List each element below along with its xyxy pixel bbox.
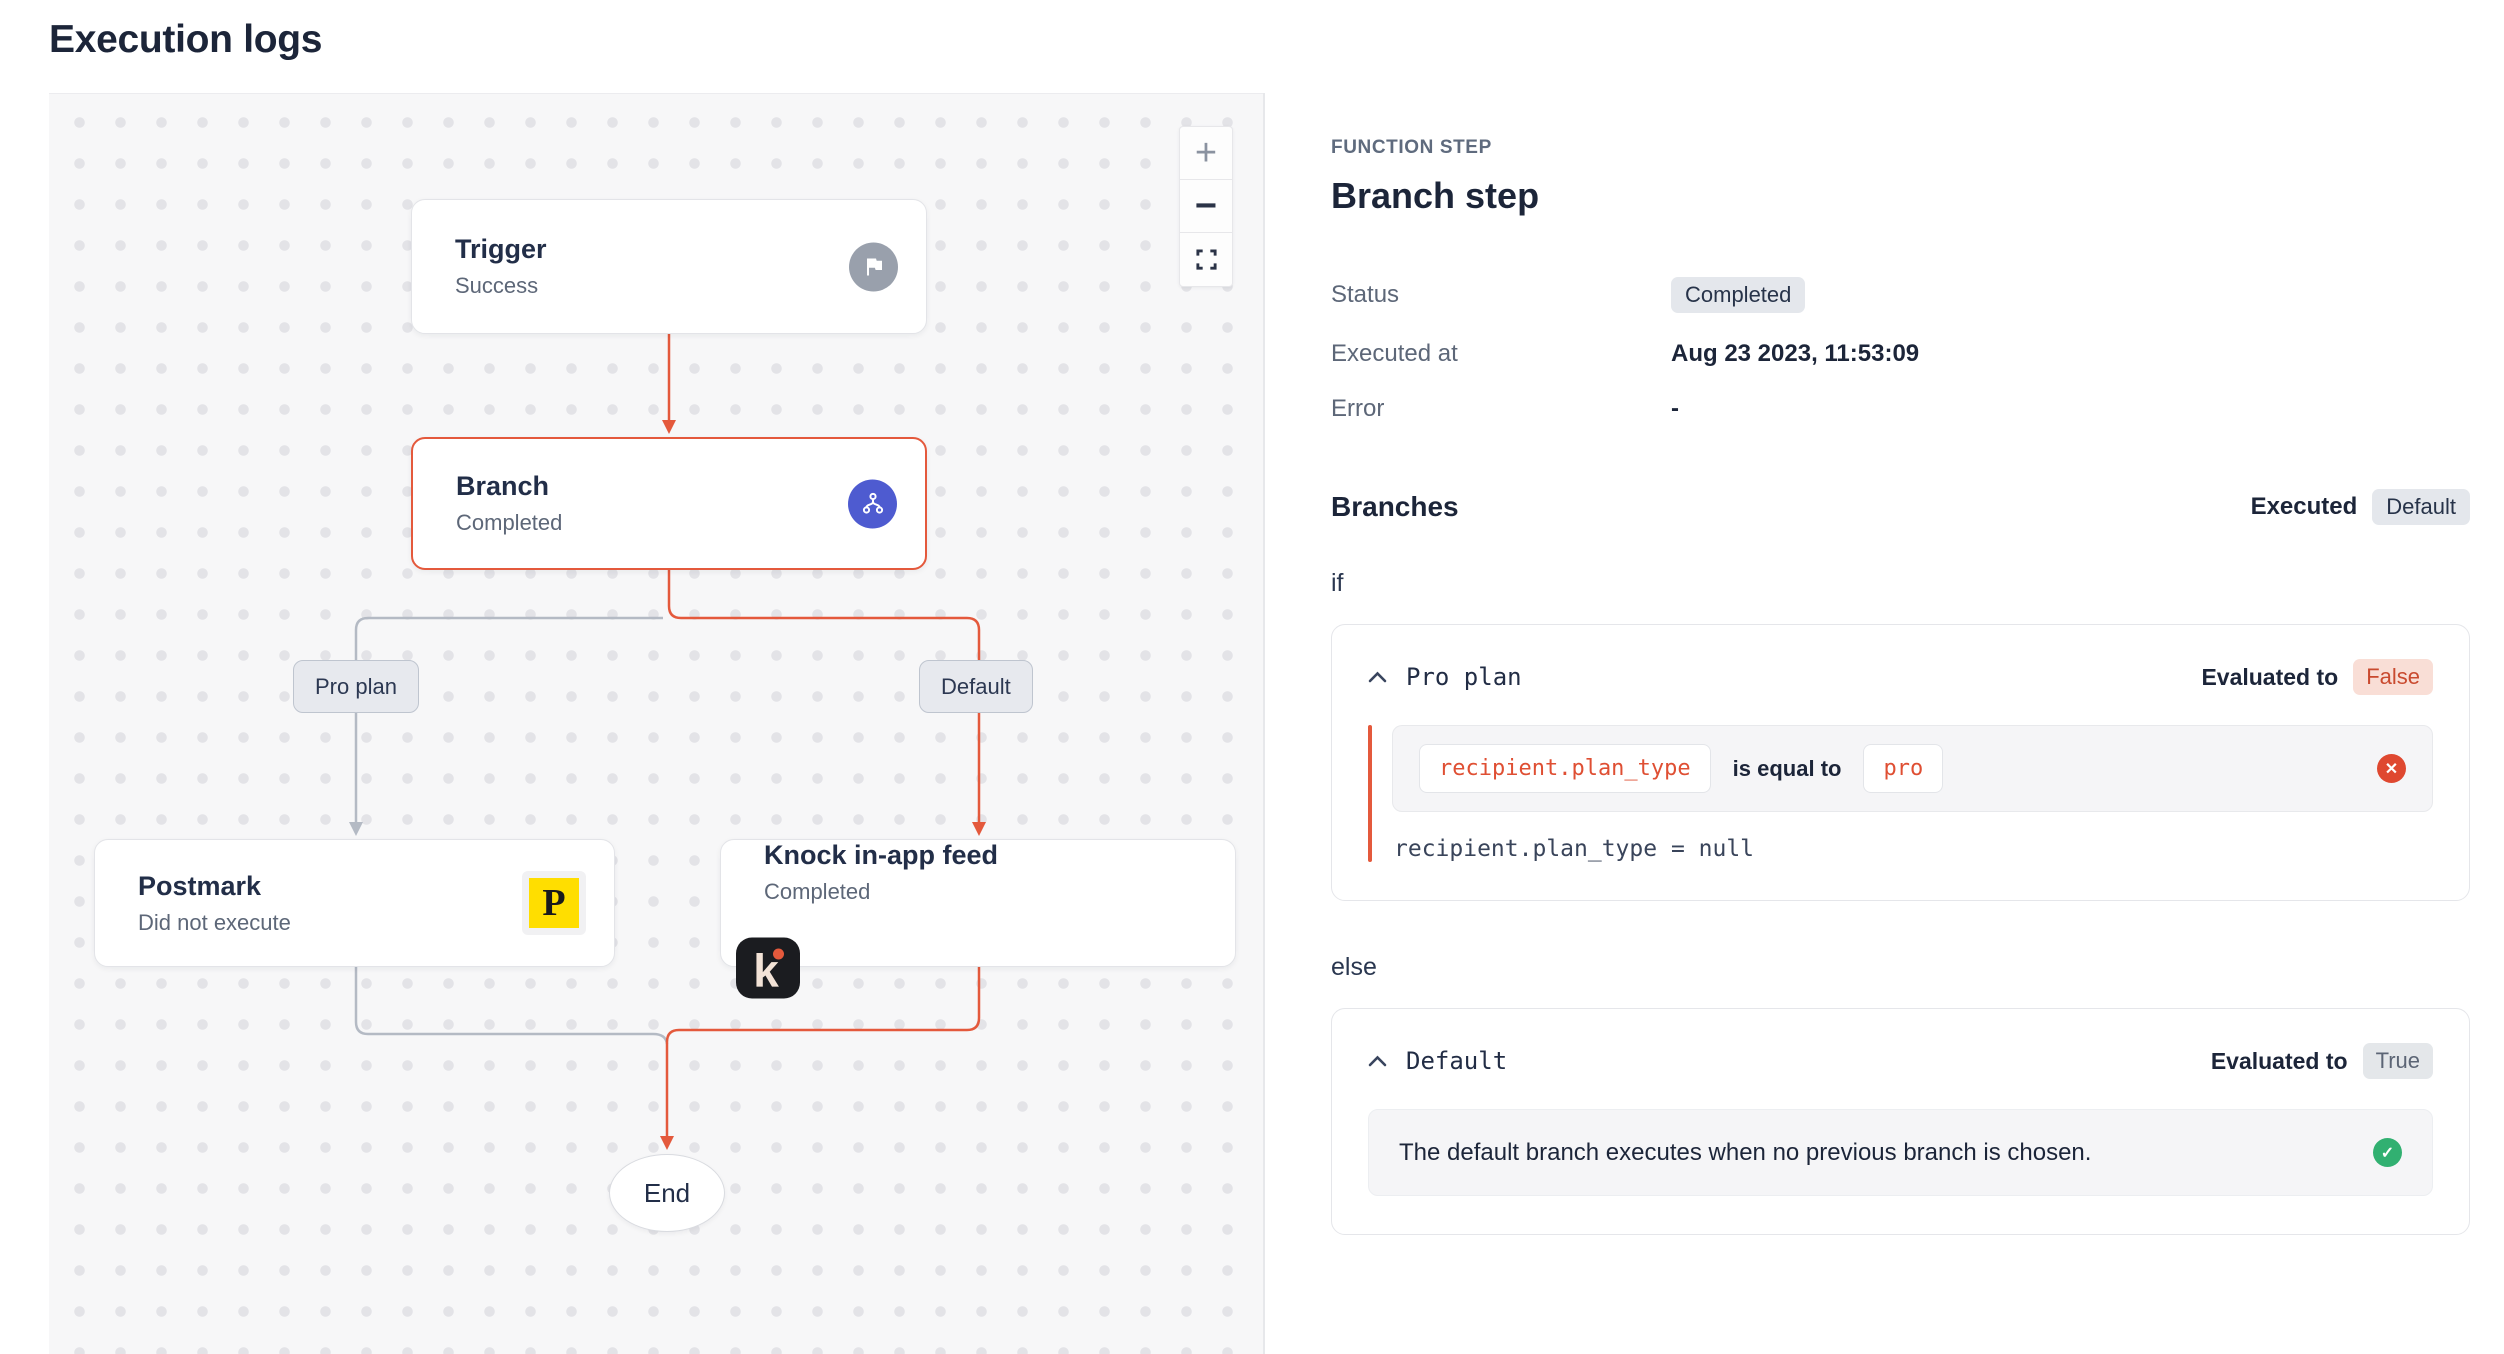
postmark-logo: P: [522, 871, 586, 935]
executed-at-label: Executed at: [1331, 340, 1458, 367]
if-branch-header[interactable]: Pro plan Evaluated to False: [1368, 659, 2433, 695]
branch-name: Default: [1406, 1047, 1508, 1075]
zoom-in-icon: +: [1194, 131, 1218, 174]
status-badge: Completed: [1671, 277, 1806, 313]
details-panel: FUNCTION STEP Branch step Status Complet…: [1263, 93, 2504, 1354]
node-status: Success: [455, 273, 539, 298]
error-value: -: [1671, 395, 1679, 422]
node-title: Postmark: [138, 870, 262, 901]
node-title: Knock in-app feed: [764, 840, 999, 870]
fit-view-button[interactable]: [1180, 233, 1232, 286]
evaluated-to-label: Evaluated to: [2210, 1047, 2348, 1074]
error-label: Error: [1331, 395, 1385, 422]
branches-heading: Branches: [1331, 491, 1459, 522]
panel-title: Branch step: [1331, 175, 1540, 216]
else-branch-header[interactable]: Default Evaluated to True: [1368, 1043, 2433, 1079]
fit-view-icon: [1195, 249, 1217, 270]
zoom-in-button[interactable]: +: [1180, 127, 1232, 180]
else-branch-card: Default Evaluated to True The default br…: [1331, 1008, 2470, 1235]
condition-variable-pill: recipient.plan_type: [1419, 744, 1711, 793]
evaluated-false-badge: False: [2353, 659, 2433, 695]
branch-name: Pro plan: [1406, 663, 1522, 691]
failed-branch-bar: [1368, 725, 1372, 862]
node-status: Completed: [456, 510, 563, 535]
edge-label-default: Default: [919, 660, 1033, 713]
status-label: Status: [1331, 281, 1400, 308]
executed-indicator: Executed Default: [2251, 489, 2470, 525]
default-branch-note: The default branch executes when no prev…: [1368, 1109, 2433, 1196]
evaluated-true-badge: True: [2362, 1043, 2433, 1079]
workflow-canvas[interactable]: Trigger Success Branch Completed Pro pla…: [49, 93, 1263, 1354]
step-fields: Status Completed Executed at Aug 23 2023…: [1331, 277, 2470, 423]
postmark-node[interactable]: Postmark Did not execute P: [94, 839, 615, 967]
node-title: Branch: [456, 471, 550, 501]
condition-value-pill: pro: [1863, 744, 1944, 793]
status-row: Status Completed: [1331, 277, 2470, 313]
trigger-node[interactable]: Trigger Success: [411, 199, 927, 334]
default-note-text: The default branch executes when no prev…: [1399, 1138, 2092, 1166]
zoom-out-icon: −: [1194, 184, 1218, 227]
if-label: if: [1331, 569, 1344, 597]
condition-debug-output: recipient.plan_type = null: [1394, 836, 1755, 862]
executed-branch-badge: Default: [2372, 489, 2470, 525]
chevron-up-icon: [1368, 671, 1387, 683]
function-step-eyebrow: FUNCTION STEP: [1331, 137, 1492, 158]
branches-header: Branches Executed Default: [1331, 489, 2470, 525]
branch-node[interactable]: Branch Completed: [411, 437, 927, 570]
zoom-out-button[interactable]: −: [1180, 180, 1232, 233]
executed-at-row: Executed at Aug 23 2023, 11:53:09: [1331, 340, 2470, 368]
chevron-up-icon: [1368, 1055, 1387, 1067]
node-status: Completed: [764, 879, 871, 904]
node-title: Trigger: [455, 234, 547, 264]
condition-operator: is equal to: [1732, 755, 1842, 781]
evaluated-to-label: Evaluated to: [2201, 663, 2339, 690]
condition-fail-icon: ✕: [2377, 754, 2406, 783]
if-branch-card: Pro plan Evaluated to False recipient.pl…: [1331, 624, 2470, 901]
zoom-controls: + −: [1179, 126, 1233, 287]
branch-icon: [848, 479, 897, 528]
node-status: Did not execute: [138, 909, 291, 935]
success-check-icon: ✓: [2373, 1138, 2402, 1167]
executed-label: Executed: [2250, 493, 2358, 520]
error-row: Error -: [1331, 395, 2470, 423]
else-label: else: [1331, 953, 1377, 981]
executed-at-value: Aug 23 2023, 11:53:09: [1671, 340, 1920, 367]
condition-row: recipient.plan_type is equal to pro ✕: [1392, 725, 2433, 812]
knock-node[interactable]: Knock in-app feed Completed k: [720, 839, 1236, 999]
flag-icon: [849, 242, 898, 291]
end-node[interactable]: End: [609, 1154, 725, 1232]
knock-logo: k: [736, 937, 800, 999]
workflow-edges: [349, 334, 986, 1150]
edge-label-pro-plan: Pro plan: [293, 660, 419, 713]
page-title: Execution logs: [49, 18, 323, 61]
